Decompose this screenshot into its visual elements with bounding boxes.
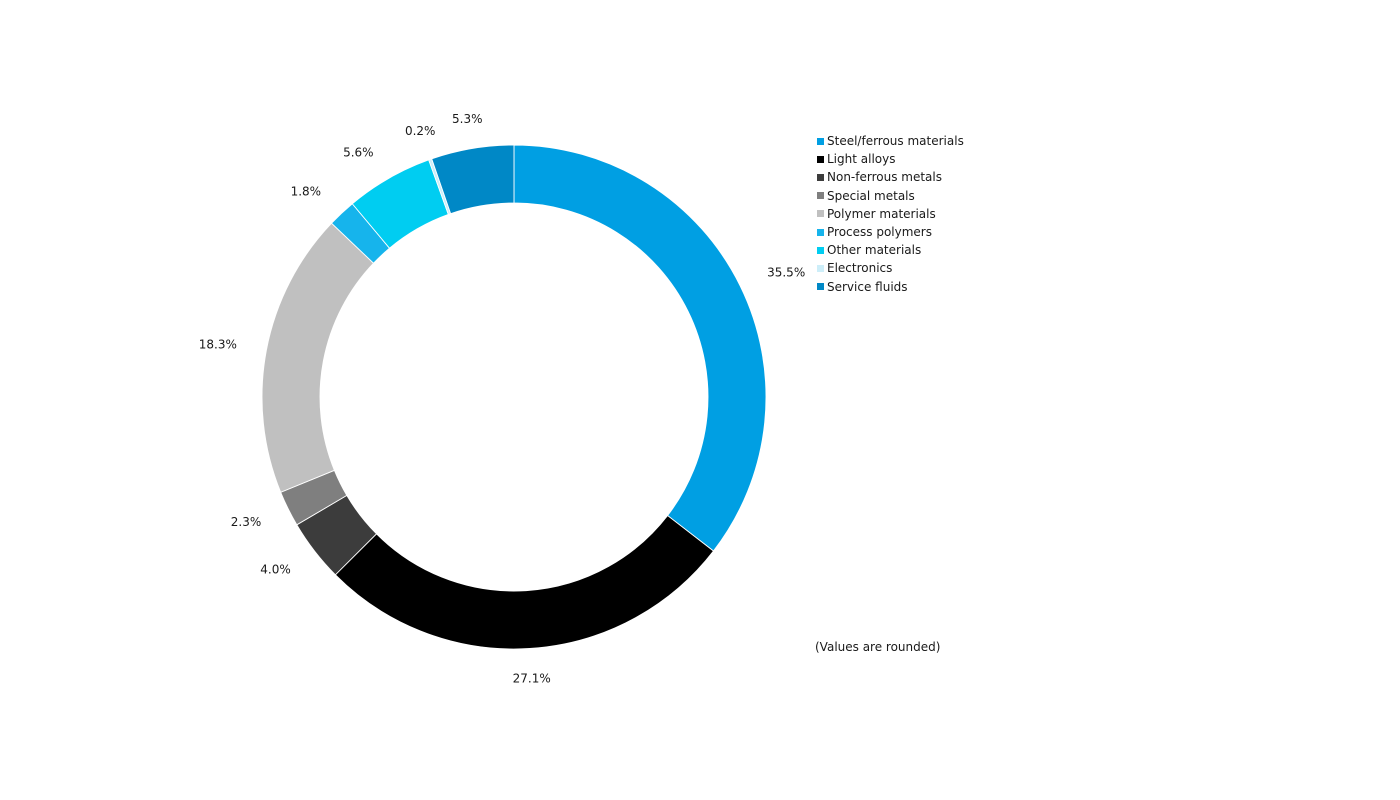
legend-swatch	[817, 246, 824, 254]
legend-swatch	[817, 264, 824, 272]
legend-swatch	[817, 192, 824, 200]
legend-label: Special metals	[827, 188, 915, 203]
value-label-special-metals: 2.3%	[231, 515, 262, 529]
value-label-electronics: 0.2%	[405, 124, 436, 138]
legend-item-process-polymers: Process polymers	[817, 223, 964, 241]
slice-service-fluids	[431, 144, 515, 215]
legend-label: Process polymers	[827, 225, 932, 240]
value-label-service-fluids: 5.3%	[452, 112, 483, 126]
legend-item-electronics: Electronics	[817, 259, 964, 277]
slice-steel-ferrous-materials	[513, 144, 767, 552]
slice-value-labels: 35.5% 27.1% 4.0% 2.3% 18.3% 1.8% 5.6% 0.2% 5.3%	[199, 112, 805, 686]
chart-legend: Steel/ferrous materials Light alloys Non-f…	[817, 132, 964, 296]
legend-item-non-ferrous-metals: Non-ferrous metals	[817, 168, 964, 186]
legend-label: Other materials	[827, 243, 922, 258]
value-label-other-materials: 5.6%	[343, 145, 374, 159]
legend-swatch	[817, 283, 824, 291]
legend-swatch	[817, 210, 824, 218]
legend-item-polymer-materials: Polymer materials	[817, 205, 964, 223]
rounding-footnote: (Values are rounded)	[815, 640, 941, 654]
legend-label: Electronics	[827, 261, 893, 276]
value-label-light-alloys: 27.1%	[513, 671, 551, 685]
slice-light-alloys	[334, 514, 715, 650]
legend-swatch	[817, 137, 824, 145]
legend-swatch	[817, 155, 824, 163]
value-label-polymer-materials: 18.3%	[199, 338, 237, 352]
legend-swatch	[817, 173, 824, 181]
legend-swatch	[817, 228, 824, 236]
legend-item-service-fluids: Service fluids	[817, 278, 964, 296]
legend-item-other-materials: Other materials	[817, 241, 964, 259]
legend-label: Non-ferrous metals	[827, 170, 942, 185]
donut-slices	[261, 144, 767, 650]
slice-polymer-materials	[261, 222, 375, 493]
legend-label: Steel/ferrous materials	[827, 134, 964, 149]
legend-item-special-metals: Special metals	[817, 187, 964, 205]
legend-item-steel-ferrous-materials: Steel/ferrous materials	[817, 132, 964, 150]
legend-label: Light alloys	[827, 152, 896, 167]
legend-label: Polymer materials	[827, 206, 936, 221]
legend-item-light-alloys: Light alloys	[817, 150, 964, 168]
value-label-non-ferrous-metals: 4.0%	[260, 562, 291, 576]
legend-label: Service fluids	[827, 279, 908, 294]
value-label-process-polymers: 1.8%	[291, 184, 322, 198]
value-label-steel-ferrous-materials: 35.5%	[767, 266, 805, 280]
